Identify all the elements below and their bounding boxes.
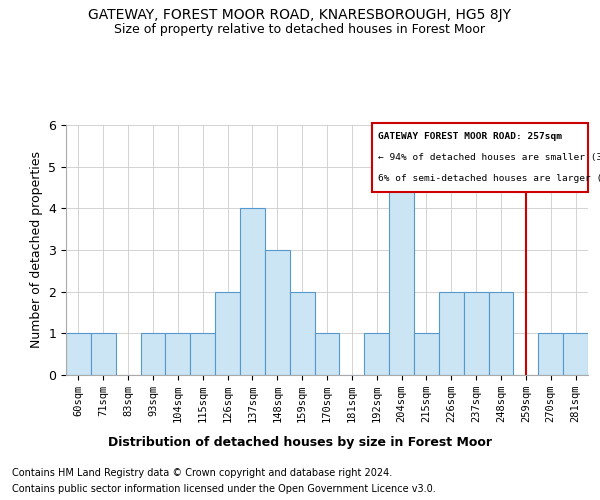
Text: Distribution of detached houses by size in Forest Moor: Distribution of detached houses by size … [108, 436, 492, 449]
Bar [66, 334, 91, 375]
Text: Contains public sector information licensed under the Open Government Licence v3: Contains public sector information licen… [12, 484, 436, 494]
Text: Size of property relative to detached houses in Forest Moor: Size of property relative to detached ho… [115, 22, 485, 36]
Y-axis label: Number of detached properties: Number of detached properties [30, 152, 43, 348]
Bar [240, 208, 265, 375]
Bar [166, 334, 190, 375]
Text: 6% of semi-detached houses are larger (2) →: 6% of semi-detached houses are larger (2… [378, 174, 600, 183]
Bar [314, 334, 340, 375]
Bar [563, 334, 588, 375]
Bar [464, 292, 488, 375]
Bar [290, 292, 314, 375]
Bar [538, 334, 563, 375]
Bar [265, 250, 290, 375]
Text: Contains HM Land Registry data © Crown copyright and database right 2024.: Contains HM Land Registry data © Crown c… [12, 468, 392, 477]
Text: ← 94% of detached houses are smaller (30): ← 94% of detached houses are smaller (30… [378, 153, 600, 162]
Bar [190, 334, 215, 375]
Bar [215, 292, 240, 375]
Bar [389, 166, 414, 375]
Bar [364, 334, 389, 375]
Text: GATEWAY FOREST MOOR ROAD: 257sqm: GATEWAY FOREST MOOR ROAD: 257sqm [378, 132, 562, 141]
Bar [414, 334, 439, 375]
Bar [140, 334, 166, 375]
Bar [372, 123, 588, 192]
Bar [488, 292, 514, 375]
Text: GATEWAY, FOREST MOOR ROAD, KNARESBOROUGH, HG5 8JY: GATEWAY, FOREST MOOR ROAD, KNARESBOROUGH… [89, 8, 511, 22]
Bar [91, 334, 116, 375]
Bar [439, 292, 464, 375]
